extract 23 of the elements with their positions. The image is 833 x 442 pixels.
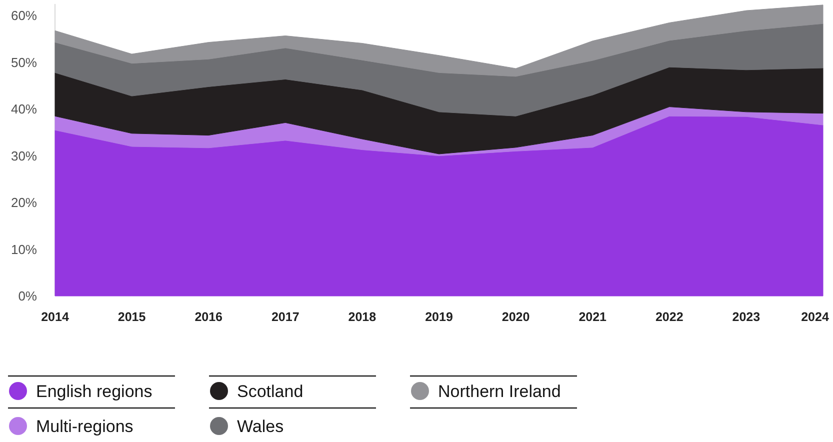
legend-label: Multi-regions: [36, 416, 134, 436]
y-tick-label: 40%: [10, 102, 38, 117]
x-tick-label: 2020: [502, 310, 530, 324]
x-tick-label: 2019: [425, 310, 453, 324]
legend-label: Scotland: [237, 382, 304, 401]
y-tick-label: 60%: [10, 8, 38, 24]
x-tick-label: 2016: [194, 310, 223, 324]
y-tick-label: 20%: [10, 195, 38, 210]
y-tick-label: 30%: [10, 148, 38, 164]
x-tick-label: 2018: [348, 310, 376, 324]
x-tick-label: 2015: [118, 310, 146, 324]
legend-label: Northern Ireland: [438, 382, 561, 401]
y-tick-label: 50%: [10, 54, 38, 70]
x-tick-label: 2017: [271, 310, 300, 324]
x-tick-label: 2023: [732, 310, 760, 324]
x-tick-label: 2014: [41, 310, 69, 324]
x-tick-label: 2024: [801, 310, 829, 324]
x-tick-label: 2022: [655, 310, 684, 324]
y-tick-label: 0%: [18, 288, 38, 304]
y-tick-label: 10%: [10, 242, 38, 257]
legend-label: English regions: [36, 382, 152, 401]
x-tick-label: 2021: [578, 310, 607, 324]
legend-label: Wales: [237, 416, 284, 436]
